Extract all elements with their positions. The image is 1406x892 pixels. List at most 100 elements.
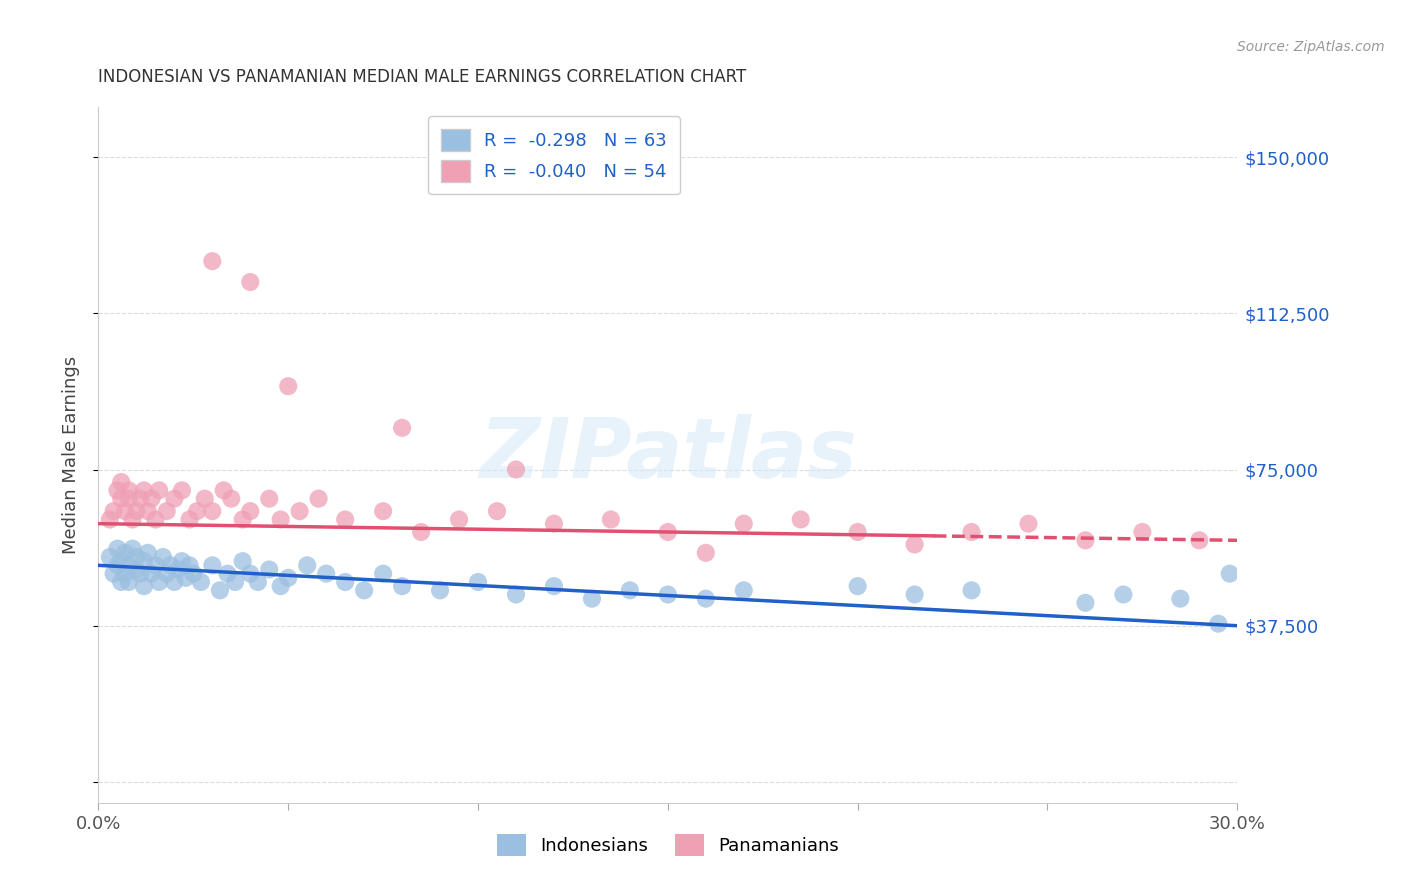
Point bbox=[125, 504, 148, 518]
Point bbox=[125, 549, 148, 564]
Point bbox=[118, 483, 141, 498]
Point bbox=[486, 504, 509, 518]
Point bbox=[190, 574, 212, 589]
Point bbox=[114, 546, 136, 560]
Point bbox=[239, 504, 262, 518]
Point bbox=[174, 571, 197, 585]
Point bbox=[208, 583, 231, 598]
Point bbox=[657, 587, 679, 601]
Point bbox=[1018, 516, 1040, 531]
Point bbox=[118, 558, 141, 573]
Point bbox=[308, 491, 330, 506]
Point bbox=[581, 591, 603, 606]
Point bbox=[619, 583, 641, 598]
Point bbox=[846, 524, 869, 539]
Point bbox=[110, 574, 132, 589]
Point bbox=[335, 574, 357, 589]
Point bbox=[391, 421, 413, 435]
Point bbox=[371, 566, 394, 581]
Point bbox=[179, 512, 201, 526]
Point bbox=[429, 583, 451, 598]
Point bbox=[391, 579, 413, 593]
Legend: Indonesians, Panamanians: Indonesians, Panamanians bbox=[489, 827, 846, 863]
Point bbox=[600, 512, 623, 526]
Point bbox=[695, 546, 717, 560]
Point bbox=[163, 491, 186, 506]
Point bbox=[277, 571, 299, 585]
Point bbox=[371, 504, 394, 518]
Point bbox=[129, 491, 152, 506]
Point bbox=[239, 275, 262, 289]
Point bbox=[904, 587, 927, 601]
Point bbox=[167, 562, 190, 576]
Point bbox=[201, 504, 224, 518]
Point bbox=[733, 516, 755, 531]
Point bbox=[110, 491, 132, 506]
Point bbox=[246, 574, 269, 589]
Point bbox=[118, 574, 141, 589]
Point bbox=[239, 566, 262, 581]
Point bbox=[129, 566, 152, 581]
Point bbox=[201, 558, 224, 573]
Point bbox=[1219, 566, 1241, 581]
Point bbox=[110, 554, 132, 568]
Point bbox=[449, 512, 471, 526]
Point bbox=[232, 554, 254, 568]
Point bbox=[960, 583, 983, 598]
Point bbox=[98, 549, 121, 564]
Point bbox=[733, 583, 755, 598]
Point bbox=[170, 483, 193, 498]
Text: Source: ZipAtlas.com: Source: ZipAtlas.com bbox=[1237, 40, 1385, 54]
Point bbox=[221, 491, 243, 506]
Point bbox=[179, 558, 201, 573]
Point bbox=[186, 504, 208, 518]
Point bbox=[159, 558, 181, 573]
Point bbox=[145, 558, 167, 573]
Point bbox=[657, 524, 679, 539]
Point bbox=[467, 574, 489, 589]
Point bbox=[156, 504, 179, 518]
Point bbox=[107, 483, 129, 498]
Point bbox=[270, 579, 292, 593]
Point bbox=[1112, 587, 1135, 601]
Point bbox=[505, 462, 527, 476]
Point bbox=[212, 483, 235, 498]
Point bbox=[136, 504, 159, 518]
Point bbox=[259, 491, 281, 506]
Point bbox=[543, 579, 565, 593]
Point bbox=[136, 546, 159, 560]
Point bbox=[270, 512, 292, 526]
Point bbox=[960, 524, 983, 539]
Point bbox=[224, 574, 246, 589]
Point bbox=[232, 512, 254, 526]
Point bbox=[132, 483, 155, 498]
Point bbox=[98, 512, 121, 526]
Point bbox=[121, 512, 143, 526]
Point bbox=[411, 524, 433, 539]
Point bbox=[543, 516, 565, 531]
Point bbox=[315, 566, 337, 581]
Point bbox=[110, 475, 132, 489]
Point bbox=[141, 491, 163, 506]
Text: ZIPatlas: ZIPatlas bbox=[479, 415, 856, 495]
Point bbox=[148, 483, 170, 498]
Point bbox=[103, 504, 125, 518]
Point bbox=[904, 537, 927, 551]
Point bbox=[505, 587, 527, 601]
Point bbox=[114, 504, 136, 518]
Point bbox=[1170, 591, 1192, 606]
Point bbox=[1208, 616, 1230, 631]
Point bbox=[790, 512, 813, 526]
Point bbox=[288, 504, 311, 518]
Point bbox=[107, 541, 129, 556]
Point bbox=[194, 491, 217, 506]
Point bbox=[118, 491, 141, 506]
Text: INDONESIAN VS PANAMANIAN MEDIAN MALE EARNINGS CORRELATION CHART: INDONESIAN VS PANAMANIAN MEDIAN MALE EAR… bbox=[98, 68, 747, 86]
Point bbox=[107, 558, 129, 573]
Point bbox=[170, 554, 193, 568]
Point bbox=[141, 566, 163, 581]
Y-axis label: Median Male Earnings: Median Male Earnings bbox=[62, 356, 80, 554]
Point bbox=[148, 574, 170, 589]
Point bbox=[201, 254, 224, 268]
Point bbox=[156, 566, 179, 581]
